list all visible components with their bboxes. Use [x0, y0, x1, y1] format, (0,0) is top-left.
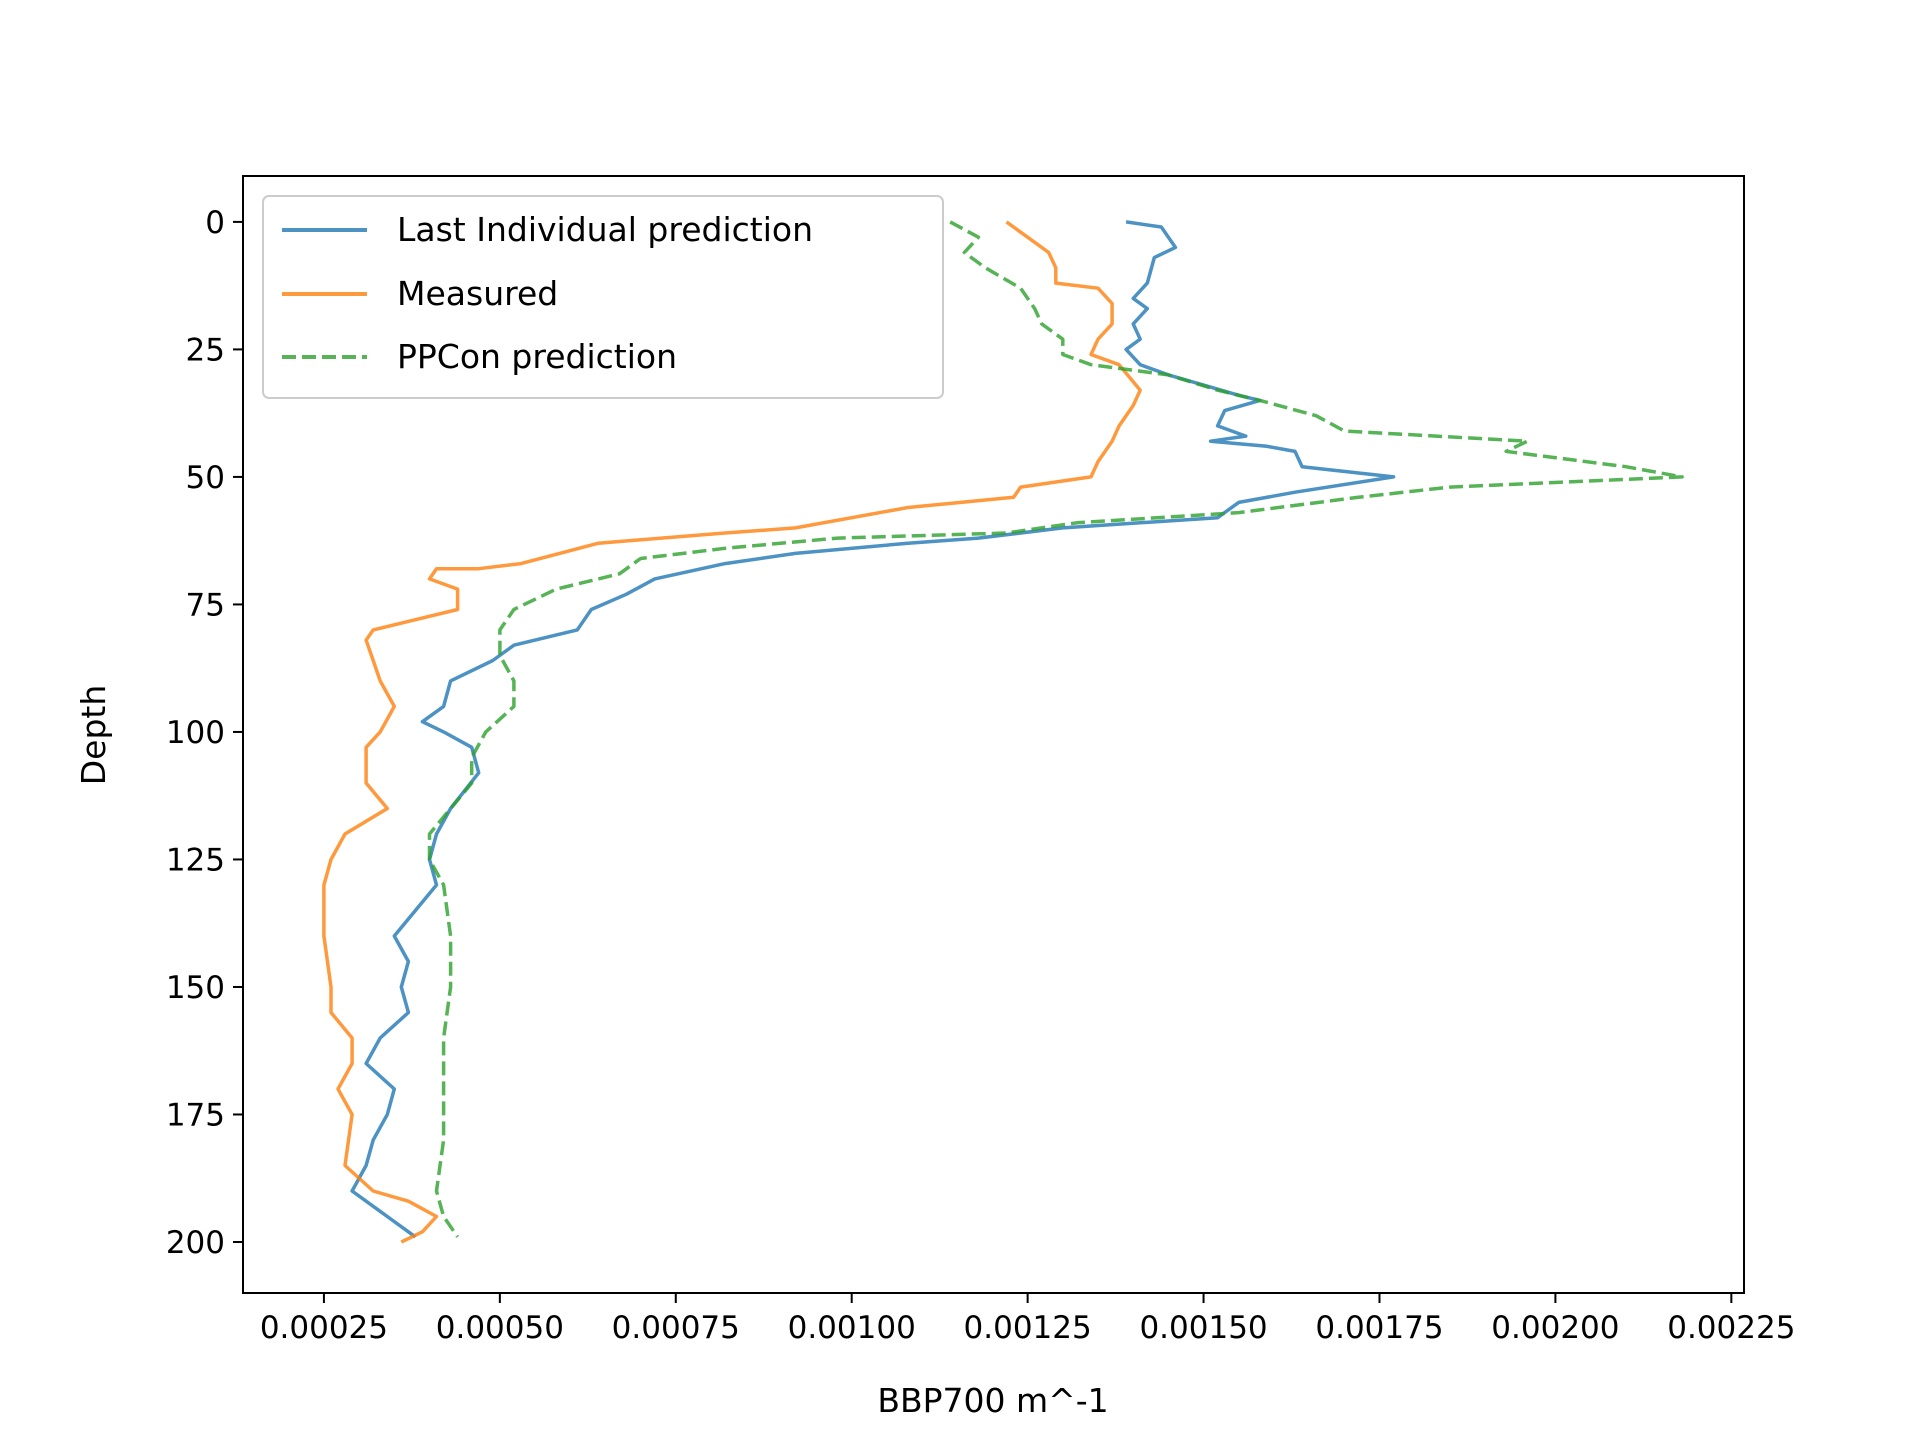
y-tick-label: 175 — [166, 1097, 225, 1133]
y-tick-label: 0 — [205, 205, 225, 241]
x-tick-label: 0.00125 — [964, 1310, 1092, 1346]
x-tick-label: 0.00175 — [1315, 1310, 1443, 1346]
x-tick-label: 0.00075 — [612, 1310, 740, 1346]
series-line-last-individual — [350, 220, 1396, 1239]
y-axis-label: Depth — [74, 685, 113, 786]
x-tick-label: 0.00150 — [1139, 1310, 1267, 1346]
y-tick-label: 25 — [186, 332, 225, 368]
x-tick-label: 0.00025 — [260, 1310, 388, 1346]
series-line-ppcon — [427, 220, 1684, 1238]
legend-label-ppcon: PPCon prediction — [397, 337, 677, 376]
legend: Last Individual prediction Measured PPCo… — [262, 195, 944, 399]
plot-frame — [242, 175, 1745, 1294]
y-tick-label: 100 — [166, 715, 225, 751]
series-line-measured — [322, 220, 1142, 1244]
x-tick-label: 0.00200 — [1491, 1310, 1619, 1346]
series-lines — [322, 220, 1684, 1244]
y-axis: 0 25 50 75 100 125 150 175 200 — [166, 205, 243, 1261]
y-tick-label: 75 — [186, 587, 225, 623]
x-axis: 0.00025 0.00050 0.00075 0.00100 0.00125 0.001… — [260, 1293, 1795, 1346]
y-tick-label: 50 — [186, 460, 225, 496]
legend-label-measured: Measured — [397, 274, 558, 313]
y-tick-label: 200 — [166, 1225, 225, 1261]
legend-frame — [262, 195, 944, 399]
x-tick-label: 0.00225 — [1667, 1310, 1795, 1346]
y-tick-label: 125 — [166, 842, 225, 878]
x-tick-label: 0.00100 — [788, 1310, 916, 1346]
x-axis-label: BBP700 m^-1 — [877, 1381, 1108, 1420]
legend-label-last-individual: Last Individual prediction — [397, 210, 813, 249]
y-tick-label: 150 — [166, 970, 225, 1006]
x-tick-label: 0.00050 — [436, 1310, 564, 1346]
